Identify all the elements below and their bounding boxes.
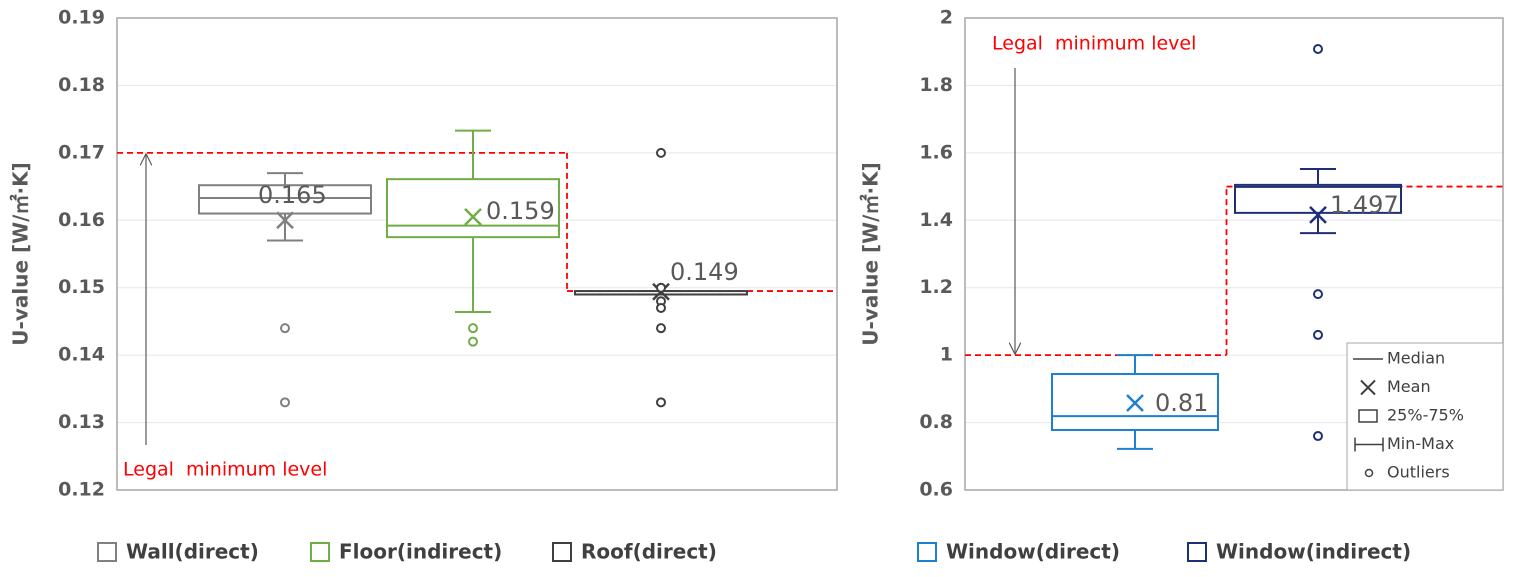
key-icon xyxy=(1364,468,1374,478)
y-tick-label: 0.16 xyxy=(58,209,105,231)
legend-swatch xyxy=(310,542,330,562)
legend-label: Floor(indirect) xyxy=(339,540,502,564)
y-tick-label: 0.17 xyxy=(58,141,105,163)
key-label: Min-Max xyxy=(1387,434,1454,453)
data-label: 0.165 xyxy=(258,181,327,209)
data-label: 0.81 xyxy=(1155,389,1208,417)
key-label: 25%-75% xyxy=(1387,406,1464,425)
legend-swatch xyxy=(552,542,572,562)
legend-label: Window(direct) xyxy=(946,540,1120,564)
key-label: Median xyxy=(1387,349,1445,368)
y-tick-label: 0.8 xyxy=(919,411,953,433)
reference-label: Legal minimum level xyxy=(992,33,1196,55)
outlier xyxy=(656,302,666,313)
outlier xyxy=(1313,44,1323,55)
legend-swatch xyxy=(917,542,937,562)
y-tick-label: 1 xyxy=(940,344,953,366)
data-label: 0.149 xyxy=(670,258,739,286)
plot-frame xyxy=(964,17,1504,491)
legend-label: Roof(direct) xyxy=(581,540,717,564)
plot-frame xyxy=(116,17,838,491)
mean-marker xyxy=(464,208,482,226)
mean-marker xyxy=(1309,206,1327,224)
legend-label: Wall(direct) xyxy=(126,540,259,564)
y-tick-label: 2 xyxy=(940,7,953,29)
legend-swatch xyxy=(97,542,117,562)
y-tick-label: 1.2 xyxy=(919,276,953,298)
box xyxy=(198,184,372,215)
outlier xyxy=(1313,289,1323,300)
key-icon xyxy=(1358,409,1378,423)
y-axis-label: U-value [W/㎡·K] xyxy=(9,162,33,345)
y-tick-label: 1.4 xyxy=(919,209,953,231)
key-label: Mean xyxy=(1387,377,1431,396)
y-tick-label: 0.13 xyxy=(58,411,105,433)
outlier xyxy=(656,397,666,408)
box xyxy=(1234,183,1402,214)
key-frame xyxy=(1346,342,1504,491)
y-tick-label: 0.15 xyxy=(58,276,105,298)
mean-marker xyxy=(1126,394,1144,412)
outlier xyxy=(1313,329,1323,340)
y-tick-label: 0.6 xyxy=(919,479,953,501)
outlier xyxy=(656,282,666,293)
reference-label: Legal minimum level xyxy=(123,459,327,481)
legend-swatch xyxy=(1187,542,1207,562)
key-label: Outliers xyxy=(1387,463,1450,482)
legend-label: Window(indirect) xyxy=(1216,540,1411,564)
y-tick-label: 0.14 xyxy=(58,344,105,366)
y-axis-label: U-value [W/㎡·K] xyxy=(859,162,883,345)
key-icon xyxy=(1354,437,1384,452)
data-label: 1.497 xyxy=(1330,191,1399,219)
outlier xyxy=(1313,431,1323,442)
outlier xyxy=(468,323,478,334)
outlier xyxy=(468,336,478,347)
outlier xyxy=(280,397,290,408)
y-tick-label: 1.8 xyxy=(919,74,953,96)
y-tick-label: 0.18 xyxy=(58,74,105,96)
y-tick-label: 0.12 xyxy=(58,479,105,501)
outlier xyxy=(280,323,290,334)
y-tick-label: 0.19 xyxy=(58,7,105,29)
outlier xyxy=(656,147,666,158)
key-icon xyxy=(1360,379,1376,396)
box xyxy=(386,178,560,239)
outlier xyxy=(656,323,666,334)
y-tick-label: 1.6 xyxy=(919,141,953,163)
mean-marker xyxy=(276,211,294,230)
data-label: 0.159 xyxy=(486,197,555,225)
